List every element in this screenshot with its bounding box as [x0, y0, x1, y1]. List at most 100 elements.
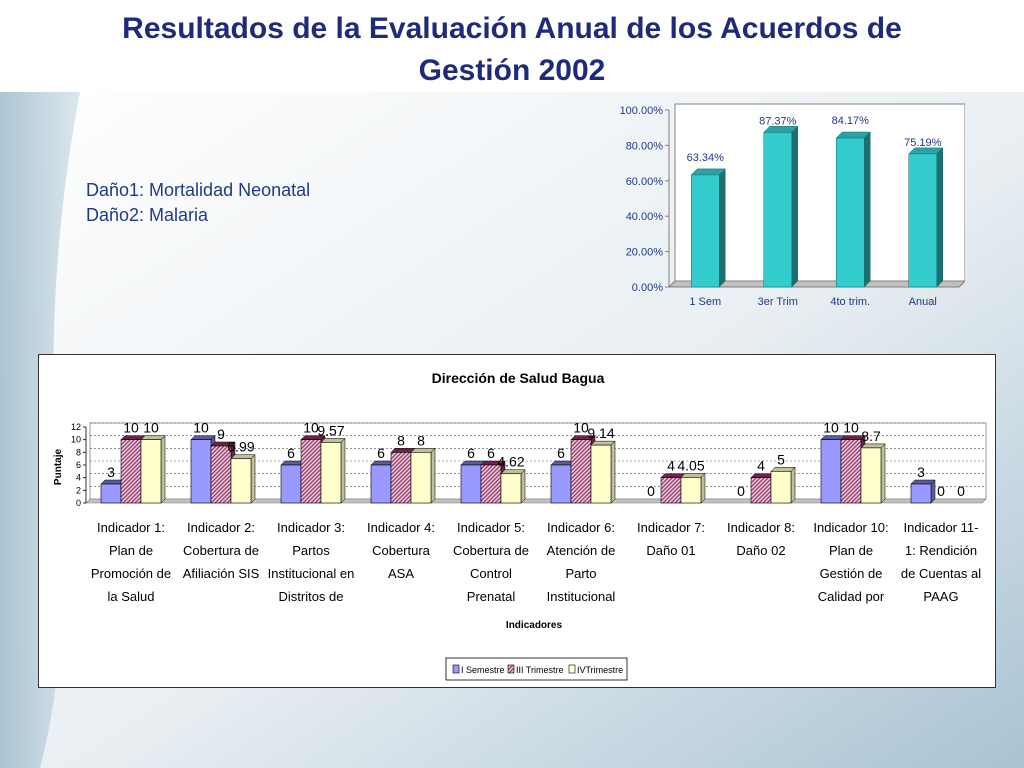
- data-label: 4: [757, 458, 765, 474]
- data-label: 6: [377, 445, 385, 461]
- x-tick-label: Indicador 8:: [727, 520, 795, 535]
- data-label: 0: [737, 483, 745, 499]
- bar-side: [610, 440, 616, 504]
- y-tick-label: 0: [76, 498, 81, 508]
- data-label: 0: [937, 483, 945, 499]
- y-tick-label: 2: [76, 485, 81, 495]
- indicators-bar-chart: Dirección de Salud Bagua024681012Puntaje…: [53, 370, 987, 681]
- bar: [680, 477, 702, 504]
- data-label: 8: [397, 432, 405, 448]
- x-tick-label: Afiliación SIS: [183, 566, 260, 581]
- bar: [410, 452, 432, 504]
- y-tick-label: 4: [76, 473, 81, 483]
- x-tick-label: Promoción de: [91, 566, 171, 581]
- x-tick-label: Cobertura de: [453, 543, 529, 558]
- bar: [120, 439, 142, 504]
- bar: [100, 483, 122, 504]
- y-tick-label: 40.00%: [626, 211, 664, 223]
- bar: [660, 477, 682, 504]
- x-tick-label: Cobertura de: [183, 543, 259, 558]
- data-label: 9.14: [587, 425, 614, 441]
- bar: [836, 137, 865, 288]
- bar: [140, 439, 162, 504]
- data-label: 3: [107, 464, 115, 480]
- x-tick-label: Indicador 7:: [637, 520, 705, 535]
- data-label: 9: [217, 426, 225, 442]
- bar-side: [430, 447, 436, 504]
- legend-entry: III Trimestre: [516, 665, 564, 675]
- chart-title: Dirección de Salud Bagua: [432, 370, 605, 386]
- bar-side: [790, 466, 796, 504]
- x-tick-label: 1: Rendición: [905, 543, 977, 558]
- bar: [500, 473, 522, 504]
- data-label: 4.05: [677, 457, 704, 473]
- bar: [280, 464, 302, 504]
- bar: [390, 452, 412, 504]
- x-tick-label: Control: [470, 566, 512, 581]
- x-tick-label: Prenatal: [467, 589, 516, 604]
- data-label: 6: [287, 445, 295, 461]
- bar-top: [680, 473, 706, 478]
- x-tick-label: Distritos de: [278, 589, 343, 604]
- x-tick-label: 3er Trim: [758, 296, 798, 308]
- bar-top: [835, 131, 871, 139]
- bar: [691, 174, 720, 288]
- chart-legend: I Semestre III Trimestre IVTrimestre: [445, 657, 628, 681]
- bar-top: [590, 440, 616, 446]
- x-tick-label: Indicador 11-: [904, 520, 979, 535]
- bar: [190, 439, 212, 504]
- dano2-text: Daño2: Malaria: [86, 205, 209, 225]
- x-tick-label: de Cuentas al: [901, 566, 981, 581]
- legend-entry: IVTrimestre: [577, 665, 623, 675]
- bar-top: [190, 435, 216, 440]
- y-tick-label: 12: [71, 422, 81, 432]
- bar: [460, 464, 482, 504]
- legend-swatch: [568, 664, 576, 674]
- slide-title: Resultados de la Evaluación Anual de los…: [40, 8, 984, 92]
- bar-top: [140, 435, 166, 440]
- x-tick-label: Cobertura: [372, 543, 431, 558]
- title-line-1: Resultados de la Evaluación Anual de los…: [122, 12, 902, 45]
- bar: [570, 439, 592, 504]
- indicators-chart-panel: Dirección de Salud Bagua 0 2 4 6 8 10 12 Puntaje…: [38, 354, 996, 688]
- bar-side: [791, 125, 798, 288]
- data-label: 87.37%: [759, 115, 797, 127]
- data-label: 8: [417, 432, 425, 448]
- x-tick-label: PAAG: [923, 589, 958, 604]
- x-tick-label: Indicador 6:: [547, 520, 615, 535]
- data-label: 75.19%: [904, 137, 942, 149]
- bar: [910, 483, 932, 504]
- y-tick-label: 60.00%: [626, 176, 664, 188]
- bar: [750, 477, 772, 504]
- bar: [860, 447, 882, 504]
- bar-side: [936, 147, 943, 288]
- data-label: 8.7: [861, 428, 881, 444]
- bar: [300, 439, 322, 504]
- x-tick-label: Daño 01: [646, 543, 695, 558]
- bar: [820, 439, 842, 504]
- bar-side: [250, 454, 256, 504]
- bar: [370, 464, 392, 504]
- data-label: 6: [487, 445, 495, 461]
- x-tick-label: Institucional: [547, 589, 616, 604]
- bar-side: [520, 469, 526, 504]
- y-tick-label: 0.00%: [632, 282, 663, 294]
- x-tick-label: Daño 02: [736, 543, 785, 558]
- bar: [550, 464, 572, 504]
- data-label: 5: [777, 451, 785, 467]
- summary-bar-chart: 0.00% 20.00% 40.00% 60.00% 80.00% 100.00% 63.3…: [620, 103, 965, 308]
- bar-side: [719, 168, 726, 288]
- data-label: 10: [823, 420, 839, 436]
- data-label: 0: [647, 483, 655, 499]
- x-tick-label: Institucional en: [268, 566, 355, 581]
- x-tick-label: Indicador 4:: [367, 520, 435, 535]
- dano1-text: Daño1: Mortalidad Neonatal: [86, 180, 311, 200]
- y-axis-label: Puntaje: [53, 449, 64, 486]
- data-label: 10: [573, 420, 589, 436]
- bar: [320, 442, 342, 504]
- bar-top: [500, 469, 526, 474]
- bar-top: [860, 443, 886, 449]
- y-tick-label: 100.00%: [620, 105, 664, 117]
- bar-top: [770, 467, 796, 472]
- data-label: 0: [957, 483, 965, 499]
